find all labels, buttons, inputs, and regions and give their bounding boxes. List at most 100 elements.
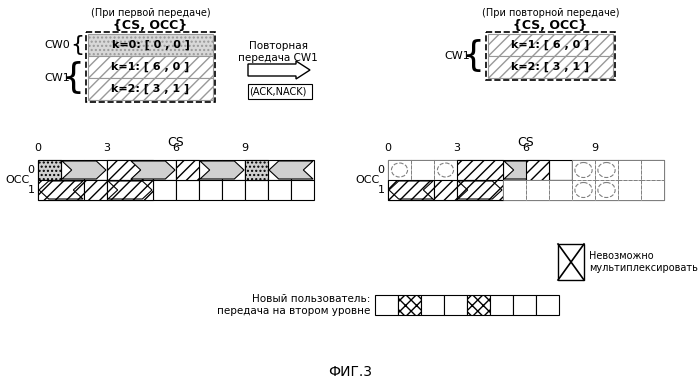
Text: 1: 1 — [377, 185, 384, 195]
Bar — [641, 160, 664, 180]
Text: CS: CS — [168, 136, 185, 149]
Bar — [176, 160, 199, 180]
Polygon shape — [458, 181, 502, 199]
Polygon shape — [39, 181, 83, 199]
Bar — [388, 160, 411, 180]
Text: 0: 0 — [377, 165, 384, 175]
Text: {CS, OCC}: {CS, OCC} — [513, 19, 588, 32]
Bar — [641, 180, 664, 200]
Text: 0: 0 — [27, 165, 34, 175]
Text: 6: 6 — [522, 143, 530, 153]
Bar — [61, 160, 84, 180]
Bar — [490, 295, 513, 315]
Bar — [84, 180, 107, 200]
Text: 1: 1 — [27, 185, 34, 195]
Bar — [84, 160, 107, 180]
Bar — [411, 160, 434, 180]
Bar — [199, 160, 222, 180]
Bar — [618, 160, 641, 180]
Bar — [444, 295, 467, 315]
Text: {: { — [61, 61, 84, 95]
Bar — [480, 180, 503, 200]
Bar — [38, 160, 61, 180]
Bar — [641, 180, 664, 200]
Bar — [572, 180, 595, 200]
Bar — [107, 160, 130, 180]
Bar — [86, 32, 215, 102]
Bar — [84, 180, 107, 200]
Bar — [618, 160, 641, 180]
Bar — [434, 180, 457, 200]
Bar — [434, 160, 457, 180]
Text: 9: 9 — [241, 143, 249, 153]
Bar — [503, 180, 526, 200]
Bar — [549, 180, 572, 200]
Bar — [558, 244, 584, 280]
Bar — [245, 160, 268, 180]
Bar — [107, 180, 130, 200]
Bar — [388, 180, 434, 200]
Bar — [618, 180, 641, 200]
Bar — [38, 180, 84, 200]
Bar — [486, 32, 615, 80]
Bar — [375, 295, 398, 315]
Text: CW1: CW1 — [44, 73, 70, 83]
Text: OCC: OCC — [6, 175, 30, 185]
Bar — [480, 160, 503, 180]
Bar — [526, 180, 549, 200]
Text: (ACK,NACK): (ACK,NACK) — [250, 87, 307, 97]
Text: {: { — [461, 39, 484, 73]
Text: 0: 0 — [384, 143, 391, 153]
Bar — [268, 180, 291, 200]
Bar — [107, 160, 153, 180]
Bar — [248, 84, 312, 99]
Bar — [457, 160, 503, 180]
Bar — [398, 295, 421, 315]
Polygon shape — [108, 181, 152, 199]
Polygon shape — [269, 161, 313, 179]
Text: 9: 9 — [591, 143, 598, 153]
Bar — [513, 295, 536, 315]
Bar — [107, 180, 153, 200]
Bar — [457, 180, 480, 200]
Bar — [245, 160, 268, 180]
Text: CS: CS — [518, 136, 534, 149]
Bar — [457, 160, 480, 180]
Bar — [88, 34, 213, 56]
Text: (При первой передаче): (При первой передаче) — [91, 8, 210, 18]
Text: CW0: CW0 — [44, 40, 70, 50]
Bar — [38, 160, 61, 180]
Bar — [88, 56, 213, 78]
Bar — [291, 160, 314, 180]
Text: 6: 6 — [173, 143, 180, 153]
Text: Невозможно
мультиплексировать: Невозможно мультиплексировать — [589, 251, 698, 273]
Polygon shape — [131, 161, 175, 179]
Bar — [153, 180, 176, 200]
Bar — [222, 180, 245, 200]
Bar — [536, 295, 559, 315]
Text: Новый пользователь:
передача на втором уровне: Новый пользователь: передача на втором у… — [217, 294, 370, 316]
Text: k=0: [ 0 , 0 ]: k=0: [ 0 , 0 ] — [112, 40, 189, 50]
Bar — [88, 78, 213, 100]
Bar — [549, 160, 572, 180]
Polygon shape — [62, 161, 106, 179]
Bar — [457, 180, 503, 200]
Bar — [526, 160, 549, 180]
Text: {CS, OCC}: {CS, OCC} — [113, 19, 187, 32]
Bar — [572, 160, 595, 180]
Bar — [388, 160, 411, 180]
Bar — [130, 180, 153, 200]
Text: 3: 3 — [103, 143, 110, 153]
Bar — [595, 160, 618, 180]
Text: Повторная
передача CW1: Повторная передача CW1 — [238, 41, 318, 63]
Text: (При повторной передаче): (При повторной передаче) — [482, 8, 619, 18]
Text: 3: 3 — [454, 143, 461, 153]
Polygon shape — [200, 161, 244, 179]
Bar — [549, 180, 572, 200]
Bar — [222, 160, 245, 180]
Bar — [176, 160, 199, 180]
Text: OCC: OCC — [356, 175, 380, 185]
Bar — [467, 295, 490, 315]
Bar — [488, 56, 613, 78]
Bar — [245, 180, 268, 200]
